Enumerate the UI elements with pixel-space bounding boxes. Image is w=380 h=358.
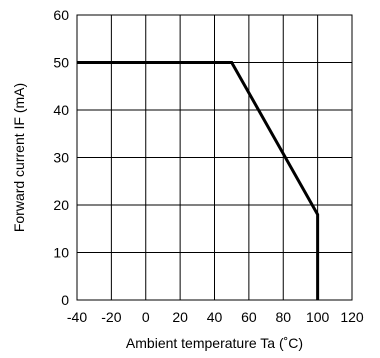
grid [77, 15, 352, 300]
series-line [77, 61, 320, 300]
x-tick-label: 60 [241, 309, 257, 325]
y-tick-label: 30 [53, 150, 69, 166]
y-tick-label: 50 [53, 55, 69, 71]
x-tick-label: 20 [172, 309, 188, 325]
x-axis-ticks: -40 -20 0 20 40 60 80 100 120 [67, 309, 364, 325]
y-tick-label: 40 [53, 102, 69, 118]
x-tick-label: 80 [275, 309, 291, 325]
x-tick-label: 40 [207, 309, 223, 325]
x-tick-label: 100 [306, 309, 330, 325]
y-axis-ticks: 0 10 20 30 40 50 60 [53, 7, 69, 308]
y-tick-label: 20 [53, 197, 69, 213]
y-axis-title: Forward current IF (mA) [11, 83, 27, 232]
x-tick-label: 120 [340, 309, 364, 325]
plot-frame [76, 14, 353, 301]
y-tick-label: 0 [61, 292, 69, 308]
y-tick-label: 10 [53, 245, 69, 261]
x-tick-label: -40 [67, 309, 87, 325]
x-axis-title: Ambient temperature Ta (˚C) [126, 335, 303, 351]
series-layer [77, 61, 320, 300]
x-tick-label: -20 [101, 309, 121, 325]
y-tick-label: 60 [53, 7, 69, 23]
x-tick-label: 0 [142, 309, 150, 325]
